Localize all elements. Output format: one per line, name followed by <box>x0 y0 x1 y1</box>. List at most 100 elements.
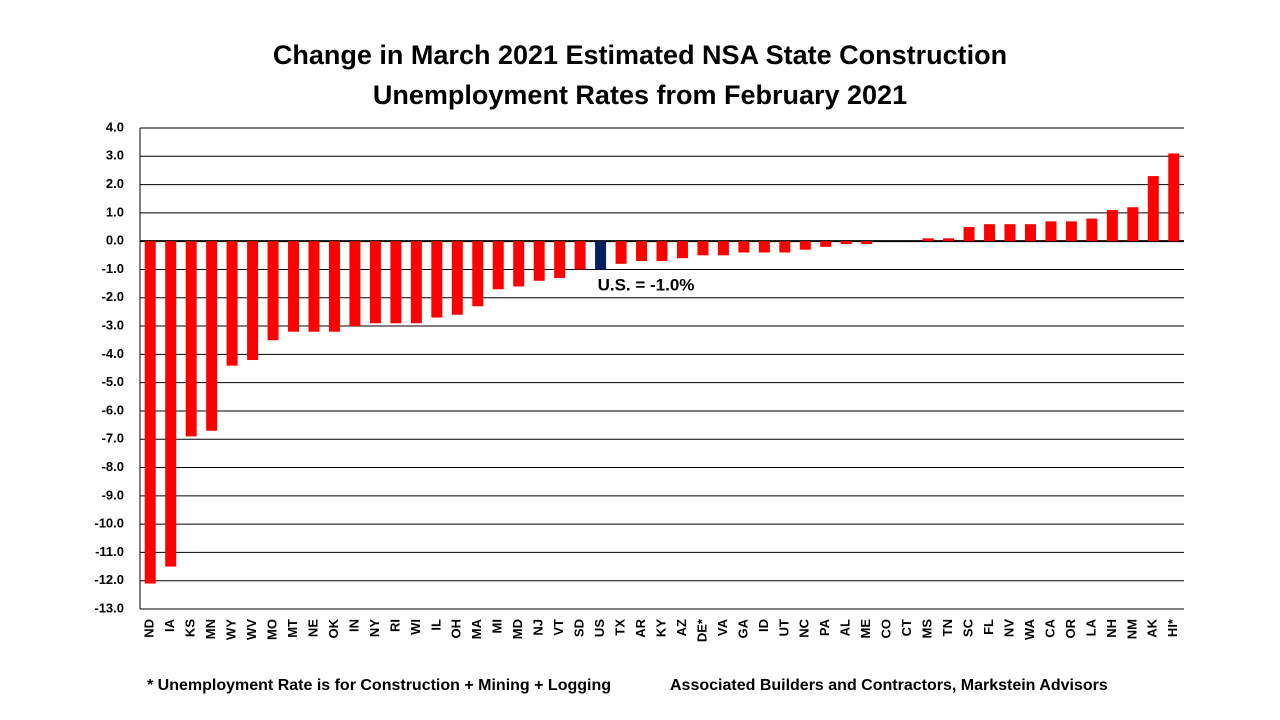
bar <box>472 241 484 307</box>
x-tick-label: NH <box>1104 619 1119 638</box>
bar <box>1065 221 1077 242</box>
bar <box>963 227 975 242</box>
bar <box>984 224 996 242</box>
y-tick-label: -8.0 <box>102 459 124 474</box>
x-tick-label: MO <box>264 619 279 640</box>
x-tick-label: US <box>592 619 607 637</box>
bar <box>513 241 525 287</box>
bar <box>717 241 729 256</box>
bar <box>697 241 709 256</box>
x-tick-label: RI <box>387 619 402 632</box>
bar <box>206 241 218 431</box>
x-tick-label: MI <box>490 619 505 633</box>
bar <box>369 241 381 324</box>
bar <box>410 241 422 324</box>
bar <box>1086 218 1098 242</box>
bar <box>328 241 340 332</box>
x-tick-label: KS <box>183 619 198 637</box>
x-tick-label: SD <box>572 619 587 637</box>
bar <box>1004 224 1016 242</box>
bar <box>943 238 955 242</box>
x-tick-label: WV <box>244 619 259 640</box>
x-tick-label: OH <box>449 619 464 639</box>
x-tick-label: UT <box>776 619 791 636</box>
bar <box>1127 207 1139 242</box>
x-tick-label: AK <box>1145 618 1160 637</box>
x-tick-label: WI <box>408 619 423 635</box>
x-tick-label: AZ <box>674 619 689 636</box>
y-tick-label: -9.0 <box>102 487 124 502</box>
y-tick-label: 3.0 <box>106 148 124 163</box>
bar <box>288 241 300 332</box>
bar <box>165 241 177 567</box>
x-tick-label: MD <box>510 619 525 639</box>
bar <box>615 241 627 264</box>
x-tick-label: NJ <box>531 619 546 636</box>
x-tick-label: MS <box>920 619 935 639</box>
y-tick-label: -2.0 <box>102 289 124 304</box>
x-tick-label: SC <box>960 618 975 637</box>
x-tick-label: FL <box>981 619 996 635</box>
y-tick-label: -11.0 <box>95 544 124 559</box>
y-tick-label: 0.0 <box>106 233 124 248</box>
x-tick-label: NE <box>305 619 320 637</box>
bar <box>595 241 607 270</box>
bar <box>1106 210 1118 242</box>
y-tick-label: -1.0 <box>102 261 124 276</box>
bar <box>247 241 259 361</box>
x-tick-label: MT <box>285 619 300 638</box>
x-tick-label: OK <box>326 618 341 638</box>
bar <box>1024 224 1036 242</box>
bar <box>533 241 545 281</box>
y-tick-label: -4.0 <box>102 346 124 361</box>
x-tick-label: AL <box>838 619 853 636</box>
x-tick-label: AR <box>633 618 648 637</box>
x-tick-label: LA <box>1083 618 1098 636</box>
x-tick-label: ND <box>142 619 157 638</box>
bar <box>226 241 238 366</box>
bar <box>185 241 197 437</box>
bar <box>758 241 770 253</box>
x-tick-label: CO <box>879 619 894 639</box>
bar <box>574 241 586 270</box>
y-tick-label: 2.0 <box>106 176 124 191</box>
x-tick-label: NM <box>1124 619 1139 639</box>
x-tick-label: CA <box>1042 618 1057 637</box>
x-tick-label: OR <box>1063 618 1078 638</box>
bar <box>431 241 443 318</box>
x-tick-label: IA <box>162 618 177 632</box>
bar <box>267 241 279 341</box>
x-tick-label: KY <box>653 619 668 637</box>
x-tick-label: VA <box>715 618 730 636</box>
bar <box>1168 153 1180 242</box>
x-tick-label: NV <box>1001 619 1016 637</box>
bar <box>144 241 156 584</box>
x-tick-label: DE* <box>694 618 709 642</box>
x-tick-label: TX <box>612 619 627 636</box>
chart-title: Change in March 2021 Estimated NSA State… <box>273 40 1007 70</box>
bar <box>1147 176 1159 242</box>
bar <box>922 238 934 242</box>
bar <box>554 241 566 278</box>
annotation: U.S. = -1.0% <box>598 275 695 294</box>
bar <box>799 241 811 250</box>
x-tick-label: IL <box>428 619 443 631</box>
x-tick-label: CT <box>899 619 914 636</box>
x-tick-label: NY <box>367 619 382 637</box>
y-tick-label: 4.0 <box>106 119 124 134</box>
x-tick-label: WY <box>224 619 239 640</box>
y-tick-label: -6.0 <box>102 402 124 417</box>
y-tick-label: -10.0 <box>94 516 124 531</box>
x-tick-label: HI* <box>1165 618 1180 637</box>
source: Associated Builders and Contractors, Mar… <box>670 677 1108 694</box>
bar <box>779 241 791 253</box>
x-tick-label: MA <box>469 618 484 639</box>
x-tick-label: PA <box>817 618 832 636</box>
bar <box>636 241 648 261</box>
bar <box>656 241 668 261</box>
y-tick-label: -12.0 <box>94 572 124 587</box>
bar <box>492 241 504 290</box>
x-tick-label: WA <box>1022 618 1037 640</box>
y-tick-label: 1.0 <box>106 204 124 219</box>
